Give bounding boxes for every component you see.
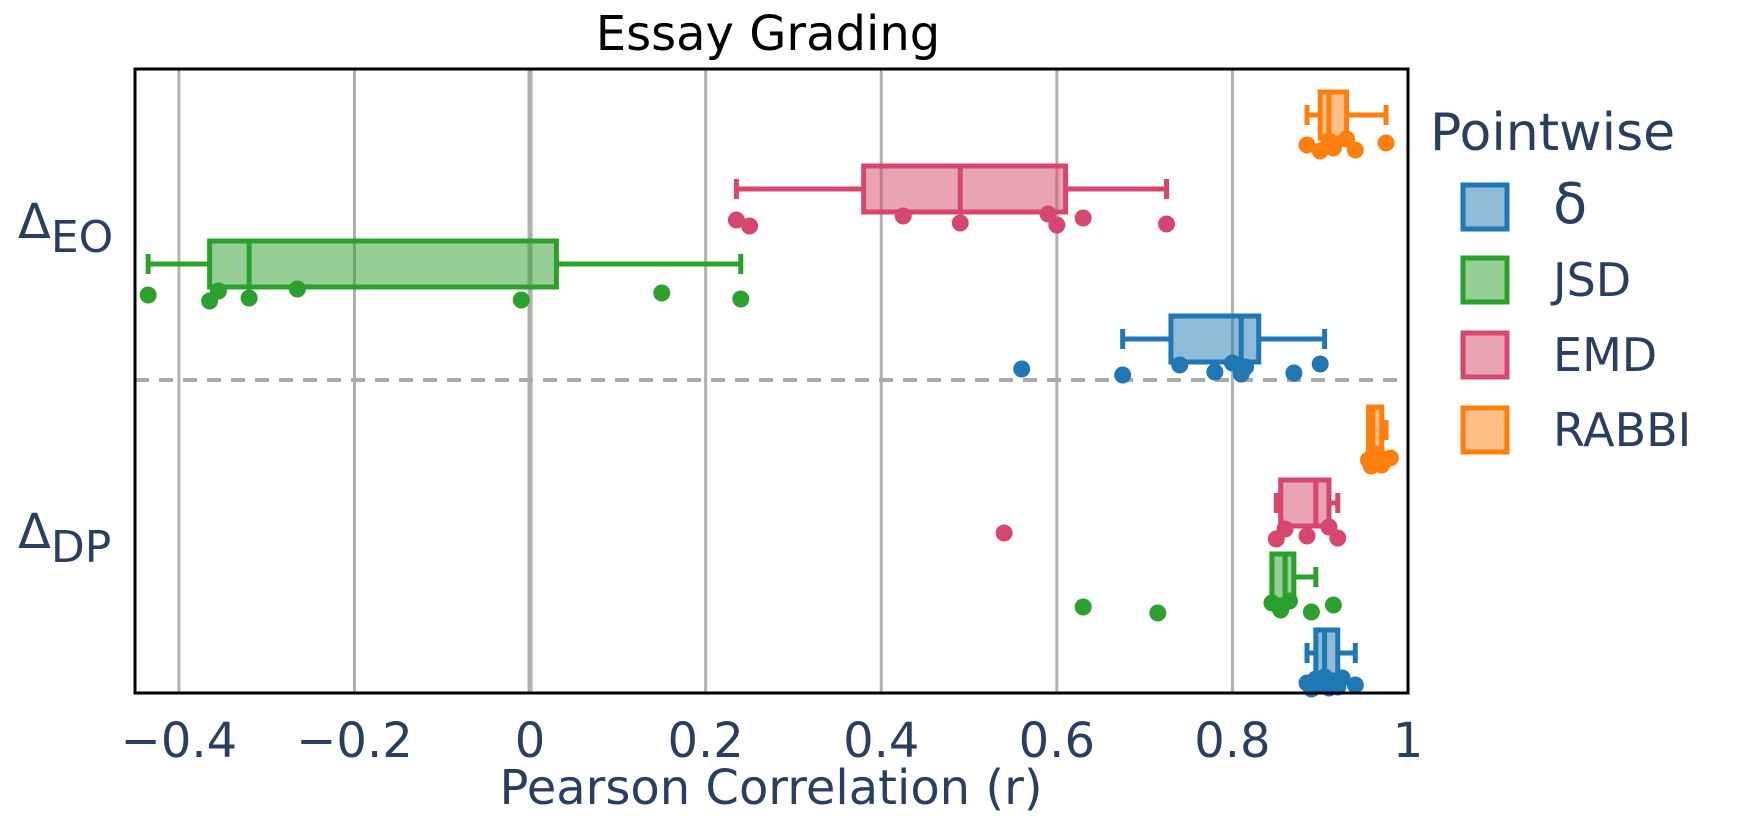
iqr-box xyxy=(207,238,559,290)
data-point xyxy=(1237,358,1255,376)
data-point xyxy=(894,207,912,225)
data-point xyxy=(1013,360,1031,378)
data-point xyxy=(139,286,157,304)
chart-title: Essay Grading xyxy=(596,6,940,62)
y-category-label-main: Δ xyxy=(18,504,51,560)
x-tick-label: 1 xyxy=(1393,713,1424,769)
iqr-box xyxy=(1278,477,1332,529)
legend-item: RABBI xyxy=(1460,403,1691,457)
legend-label: RABBI xyxy=(1553,403,1691,457)
legend-swatch xyxy=(1460,182,1510,232)
x-tick-label: −0.2 xyxy=(296,713,413,769)
data-point xyxy=(727,211,745,229)
legend-label: EMD xyxy=(1553,328,1657,382)
box-group xyxy=(1359,404,1399,475)
x-tick-label: 0.6 xyxy=(1019,713,1095,769)
data-point xyxy=(1333,669,1351,687)
data-point xyxy=(1074,209,1092,227)
iqr-box xyxy=(861,163,1069,215)
y-category-label-sub: EO xyxy=(51,212,113,263)
data-point xyxy=(1346,141,1364,159)
legend-swatch xyxy=(1460,330,1510,380)
y-category-label: ΔDP xyxy=(18,504,111,573)
box-group xyxy=(1074,551,1342,622)
data-point xyxy=(1298,136,1316,154)
box-group xyxy=(995,477,1347,548)
box-group xyxy=(727,163,1176,235)
data-point xyxy=(1324,139,1342,157)
x-axis-label: Pearson Correlation (r) xyxy=(499,760,1042,816)
data-point xyxy=(1298,527,1316,545)
data-point xyxy=(1114,366,1132,384)
data-point xyxy=(1276,520,1294,538)
legend-item: JSD xyxy=(1460,253,1631,307)
legend: Pointwise δ JSD EMD RABBI xyxy=(1430,103,1691,457)
data-point xyxy=(1074,598,1092,616)
data-point xyxy=(1381,449,1399,467)
x-tick-label: 0.8 xyxy=(1194,713,1270,769)
data-point xyxy=(732,290,750,308)
legend-swatch xyxy=(1460,255,1510,305)
data-point xyxy=(1149,604,1167,622)
data-point xyxy=(512,291,530,309)
data-point xyxy=(1329,529,1347,547)
data-point xyxy=(1171,356,1189,374)
x-tick-label: 0.2 xyxy=(667,713,743,769)
y-category-label: ΔEO xyxy=(18,194,113,263)
plot-marks xyxy=(139,89,1399,698)
plot-frame xyxy=(133,67,1410,695)
data-point xyxy=(1346,676,1364,694)
data-point xyxy=(1280,592,1298,610)
legend-swatch xyxy=(1460,405,1510,455)
data-point xyxy=(240,289,258,307)
data-point xyxy=(1285,364,1303,382)
data-point xyxy=(1048,216,1066,234)
legend-item: δ xyxy=(1460,172,1587,237)
data-point xyxy=(1206,363,1224,381)
x-tick-label: 0 xyxy=(515,713,546,769)
box-group xyxy=(1013,313,1329,384)
data-point xyxy=(1302,603,1320,621)
x-axis-ticks: −0.4 −0.2 0 0.2 0.4 0.6 0.8 1 xyxy=(121,713,1424,769)
box-group xyxy=(139,238,750,310)
box-group xyxy=(1298,627,1364,698)
legend-item: EMD xyxy=(1460,328,1657,382)
iqr-box xyxy=(1317,89,1350,141)
data-point xyxy=(951,214,969,232)
x-tick-label: −0.4 xyxy=(121,713,238,769)
data-point xyxy=(1324,596,1342,614)
data-point xyxy=(288,280,306,298)
legend-title: Pointwise xyxy=(1430,103,1675,163)
data-point xyxy=(995,524,1013,542)
data-point xyxy=(653,284,671,302)
box-group xyxy=(1298,89,1395,160)
y-category-label-main: Δ xyxy=(18,194,51,250)
data-point xyxy=(741,217,759,235)
y-category-label-sub: DP xyxy=(51,522,111,573)
x-tick-label: 0.4 xyxy=(843,713,919,769)
data-point xyxy=(209,282,227,300)
data-point xyxy=(1158,215,1176,233)
data-point xyxy=(1311,355,1329,373)
legend-label: JSD xyxy=(1550,253,1631,307)
legend-label: δ xyxy=(1553,172,1587,237)
iqr-box xyxy=(1168,313,1262,365)
data-point xyxy=(1377,134,1395,152)
